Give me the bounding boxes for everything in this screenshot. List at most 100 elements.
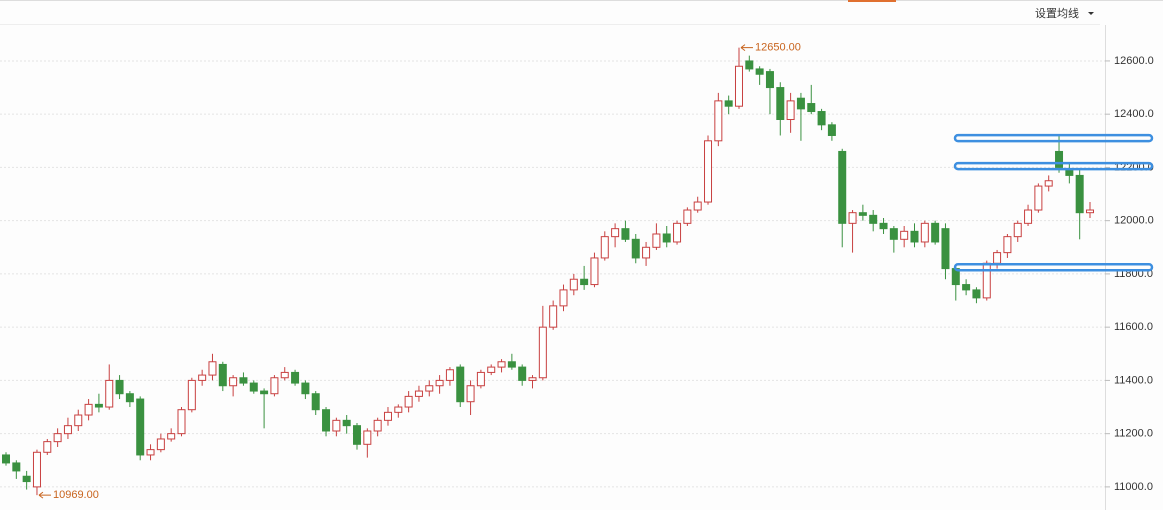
candle-body — [115, 379, 124, 395]
candle-body — [425, 385, 434, 392]
candle-body — [559, 289, 568, 307]
candle-body — [136, 398, 145, 456]
candle-body — [1044, 180, 1053, 187]
candle-body — [249, 382, 258, 392]
candle-body — [12, 462, 21, 472]
candle-body — [538, 326, 547, 379]
candle-body — [383, 411, 392, 421]
candle-body — [621, 228, 630, 240]
candle-body — [1075, 174, 1084, 214]
candle-body — [125, 393, 134, 403]
candle-body — [445, 369, 454, 381]
candle-body — [704, 140, 713, 203]
candle-body — [476, 371, 485, 387]
candle-body — [497, 361, 506, 368]
candle-body — [487, 366, 496, 373]
candle-body — [260, 390, 269, 395]
candle-body — [373, 419, 382, 432]
candle-body — [838, 150, 847, 224]
candle-body — [208, 361, 217, 376]
candle-body — [580, 278, 589, 286]
candle-body — [993, 252, 1002, 264]
y-tick-label: 11200.0 — [1114, 428, 1153, 440]
candle-body — [43, 441, 52, 453]
candle-body — [198, 374, 207, 381]
candle-body — [827, 124, 836, 136]
y-tick-label: 11000.0 — [1114, 481, 1153, 493]
candle-body — [858, 212, 867, 216]
candle-body — [714, 100, 723, 142]
level-line — [953, 133, 1154, 143]
y-tick-label: 12400.0 — [1114, 108, 1154, 120]
candle-body — [518, 366, 527, 381]
candle-body — [229, 377, 238, 387]
candle-body — [507, 361, 516, 368]
candle-body — [1055, 150, 1064, 168]
y-tick-label: 12600.0 — [1114, 55, 1154, 67]
candle-body — [724, 100, 733, 107]
candle-body — [673, 222, 682, 243]
candle-body — [662, 233, 671, 243]
candle-body — [569, 278, 578, 291]
candle-body — [1065, 169, 1074, 176]
candle-body — [74, 414, 83, 427]
candle-body — [84, 403, 93, 416]
ma-menu[interactable]: 设置均线 — [1035, 6, 1079, 20]
candle-body — [22, 475, 31, 483]
candle-body — [982, 262, 991, 299]
candle-body — [920, 222, 929, 243]
candle-body — [94, 403, 103, 408]
candle-body — [280, 371, 289, 379]
candle-body — [941, 228, 950, 270]
candle-body — [549, 305, 558, 328]
y-tick-label: 12000.0 — [1114, 215, 1154, 227]
candle-body — [353, 425, 362, 445]
candle-body — [600, 236, 609, 259]
menu-caret[interactable] — [1088, 12, 1094, 15]
candle-body — [683, 209, 692, 224]
level-line — [953, 263, 1154, 272]
candle-body — [931, 222, 940, 243]
candle-body — [765, 71, 774, 89]
candle-body — [342, 419, 351, 427]
candle-body — [528, 377, 537, 381]
candle-body — [394, 406, 403, 413]
candle-body — [414, 390, 423, 397]
annotation: 10969.00 — [53, 489, 99, 501]
candle-body — [1013, 222, 1022, 238]
candle-body — [786, 100, 795, 121]
candle-body — [167, 433, 176, 440]
candle-body — [807, 103, 816, 113]
y-tick-label: 11400.0 — [1114, 374, 1153, 386]
candle-body — [2, 454, 10, 464]
candle-body — [745, 60, 754, 70]
candle-body — [105, 379, 114, 408]
candle-body — [972, 289, 981, 299]
candle-body — [187, 379, 196, 411]
candle-body — [962, 284, 971, 291]
candle-body — [270, 377, 279, 395]
level-line — [953, 161, 1154, 171]
candle-body — [1003, 236, 1012, 254]
annotation: 12650.00 — [755, 42, 801, 54]
candle-body — [363, 430, 372, 445]
candle-body — [776, 87, 785, 121]
candle-body — [301, 382, 310, 395]
candle-body — [311, 393, 320, 411]
candle-body — [32, 451, 41, 488]
candle-body — [652, 233, 661, 248]
y-tick-label: 11600.0 — [1114, 321, 1153, 333]
candle-body — [611, 228, 620, 238]
candle-body — [177, 409, 186, 435]
candle-body — [910, 230, 919, 243]
candle-body — [156, 438, 165, 451]
candle-body — [734, 65, 743, 107]
annotation-arrow — [38, 491, 51, 499]
candle-body — [900, 230, 909, 240]
candle-body — [889, 228, 898, 240]
candle-body — [218, 363, 227, 387]
candle-body — [796, 97, 805, 110]
candle-body — [1086, 209, 1094, 214]
